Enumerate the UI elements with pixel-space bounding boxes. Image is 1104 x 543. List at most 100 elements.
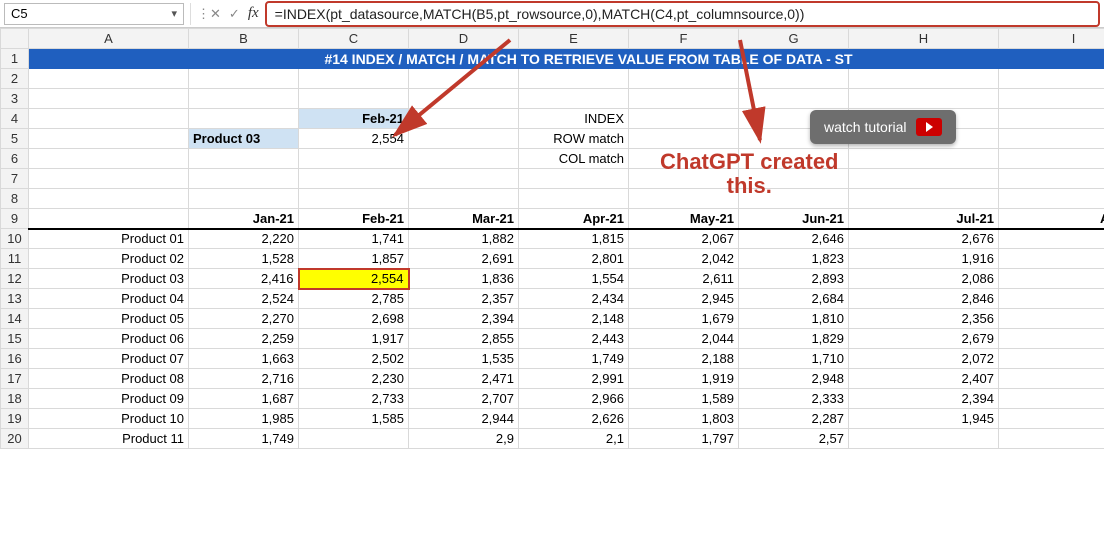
- cell[interactable]: 2,356: [849, 309, 999, 329]
- month-header[interactable]: Apr-21: [519, 209, 629, 229]
- lookup-result-cell[interactable]: 2,554: [299, 129, 409, 149]
- cell[interactable]: ROW match: [519, 129, 629, 149]
- highlighted-cell[interactable]: 2,554: [299, 269, 409, 289]
- cell[interactable]: 1,810: [739, 309, 849, 329]
- cell[interactable]: [849, 429, 999, 449]
- cell[interactable]: 2,846: [849, 289, 999, 309]
- product-label[interactable]: Product 05: [29, 309, 189, 329]
- cell[interactable]: 2,893: [739, 269, 849, 289]
- cell[interactable]: 1,749: [519, 349, 629, 369]
- cell[interactable]: 2,287: [739, 409, 849, 429]
- row-header[interactable]: 14: [1, 309, 29, 329]
- product-label[interactable]: Product 04: [29, 289, 189, 309]
- cell[interactable]: [629, 149, 739, 169]
- cell[interactable]: 1,919: [629, 369, 739, 389]
- cell[interactable]: [299, 429, 409, 449]
- cell[interactable]: [629, 189, 739, 209]
- cell[interactable]: 2,945: [629, 289, 739, 309]
- cell[interactable]: 2,698: [299, 309, 409, 329]
- cell[interactable]: 1,528: [189, 249, 299, 269]
- cell[interactable]: [299, 169, 409, 189]
- cell[interactable]: 1,916: [849, 249, 999, 269]
- lookup-product-cell[interactable]: Product 03: [189, 129, 299, 149]
- cell[interactable]: 2,471: [409, 369, 519, 389]
- cell[interactable]: [739, 69, 849, 89]
- formula-input[interactable]: =INDEX(pt_datasource,MATCH(B5,pt_rowsour…: [265, 1, 1100, 27]
- cell[interactable]: [739, 149, 849, 169]
- cell[interactable]: [999, 149, 1104, 169]
- fx-icon[interactable]: fx: [248, 5, 259, 22]
- cell[interactable]: 2,904: [999, 349, 1104, 369]
- row-header[interactable]: 15: [1, 329, 29, 349]
- cell[interactable]: [999, 169, 1104, 189]
- cell[interactable]: 1,882: [409, 229, 519, 249]
- cell[interactable]: 2,000: [999, 409, 1104, 429]
- column-header[interactable]: D: [409, 29, 519, 49]
- cell[interactable]: [519, 89, 629, 109]
- product-label[interactable]: Product 02: [29, 249, 189, 269]
- cell[interactable]: [739, 169, 849, 189]
- cell[interactable]: COL match: [519, 149, 629, 169]
- cell[interactable]: 2,892: [999, 269, 1104, 289]
- cell[interactable]: [189, 169, 299, 189]
- cell[interactable]: 2,611: [629, 269, 739, 289]
- row-header[interactable]: 2: [1, 69, 29, 89]
- cell[interactable]: 2,716: [189, 369, 299, 389]
- cell[interactable]: [29, 189, 189, 209]
- cell[interactable]: 1,836: [409, 269, 519, 289]
- row-header[interactable]: 10: [1, 229, 29, 249]
- cell[interactable]: 1,803: [629, 409, 739, 429]
- cell[interactable]: 2,148: [519, 309, 629, 329]
- cell[interactable]: 2,57: [739, 429, 849, 449]
- cell[interactable]: 2,491: [999, 249, 1104, 269]
- cell[interactable]: [299, 189, 409, 209]
- cell[interactable]: 2,122: [999, 389, 1104, 409]
- cell[interactable]: [849, 149, 999, 169]
- cell[interactable]: [189, 69, 299, 89]
- cell[interactable]: 2,944: [409, 409, 519, 429]
- column-header[interactable]: E: [519, 29, 629, 49]
- cell[interactable]: 1,679: [629, 309, 739, 329]
- cell[interactable]: 2,9: [409, 429, 519, 449]
- row-header[interactable]: 9: [1, 209, 29, 229]
- cell[interactable]: 2,733: [299, 389, 409, 409]
- cell[interactable]: [519, 169, 629, 189]
- month-header[interactable]: Jun-21: [739, 209, 849, 229]
- cell[interactable]: 1,687: [189, 389, 299, 409]
- cell[interactable]: 1,945: [849, 409, 999, 429]
- cell[interactable]: 2,824: [999, 329, 1104, 349]
- cell[interactable]: [849, 89, 999, 109]
- cell[interactable]: 2,1: [519, 429, 629, 449]
- cell[interactable]: 1,663: [189, 349, 299, 369]
- cell[interactable]: [409, 69, 519, 89]
- cell[interactable]: [519, 69, 629, 89]
- cell[interactable]: [189, 189, 299, 209]
- row-header[interactable]: 17: [1, 369, 29, 389]
- cell[interactable]: 2,086: [849, 269, 999, 289]
- row-header[interactable]: 3: [1, 89, 29, 109]
- cell[interactable]: 2,072: [849, 349, 999, 369]
- product-label[interactable]: Product 07: [29, 349, 189, 369]
- row-header[interactable]: 4: [1, 109, 29, 129]
- cell[interactable]: [629, 169, 739, 189]
- row-header[interactable]: 19: [1, 409, 29, 429]
- product-label[interactable]: Product 08: [29, 369, 189, 389]
- cell[interactable]: [849, 69, 999, 89]
- column-header[interactable]: G: [739, 29, 849, 49]
- cell[interactable]: 2,691: [409, 249, 519, 269]
- cell[interactable]: 2,040: [999, 309, 1104, 329]
- cell[interactable]: 1,823: [739, 249, 849, 269]
- row-header[interactable]: 1: [1, 49, 29, 69]
- cell[interactable]: 2,394: [849, 389, 999, 409]
- cell[interactable]: [629, 109, 739, 129]
- cell[interactable]: [299, 149, 409, 169]
- month-header[interactable]: Jan-21: [189, 209, 299, 229]
- row-header[interactable]: 20: [1, 429, 29, 449]
- row-header[interactable]: 6: [1, 149, 29, 169]
- row-header[interactable]: 5: [1, 129, 29, 149]
- cell[interactable]: 594: [999, 429, 1104, 449]
- column-header[interactable]: I: [999, 29, 1104, 49]
- cell[interactable]: [999, 109, 1104, 129]
- cell[interactable]: [409, 149, 519, 169]
- row-header[interactable]: 12: [1, 269, 29, 289]
